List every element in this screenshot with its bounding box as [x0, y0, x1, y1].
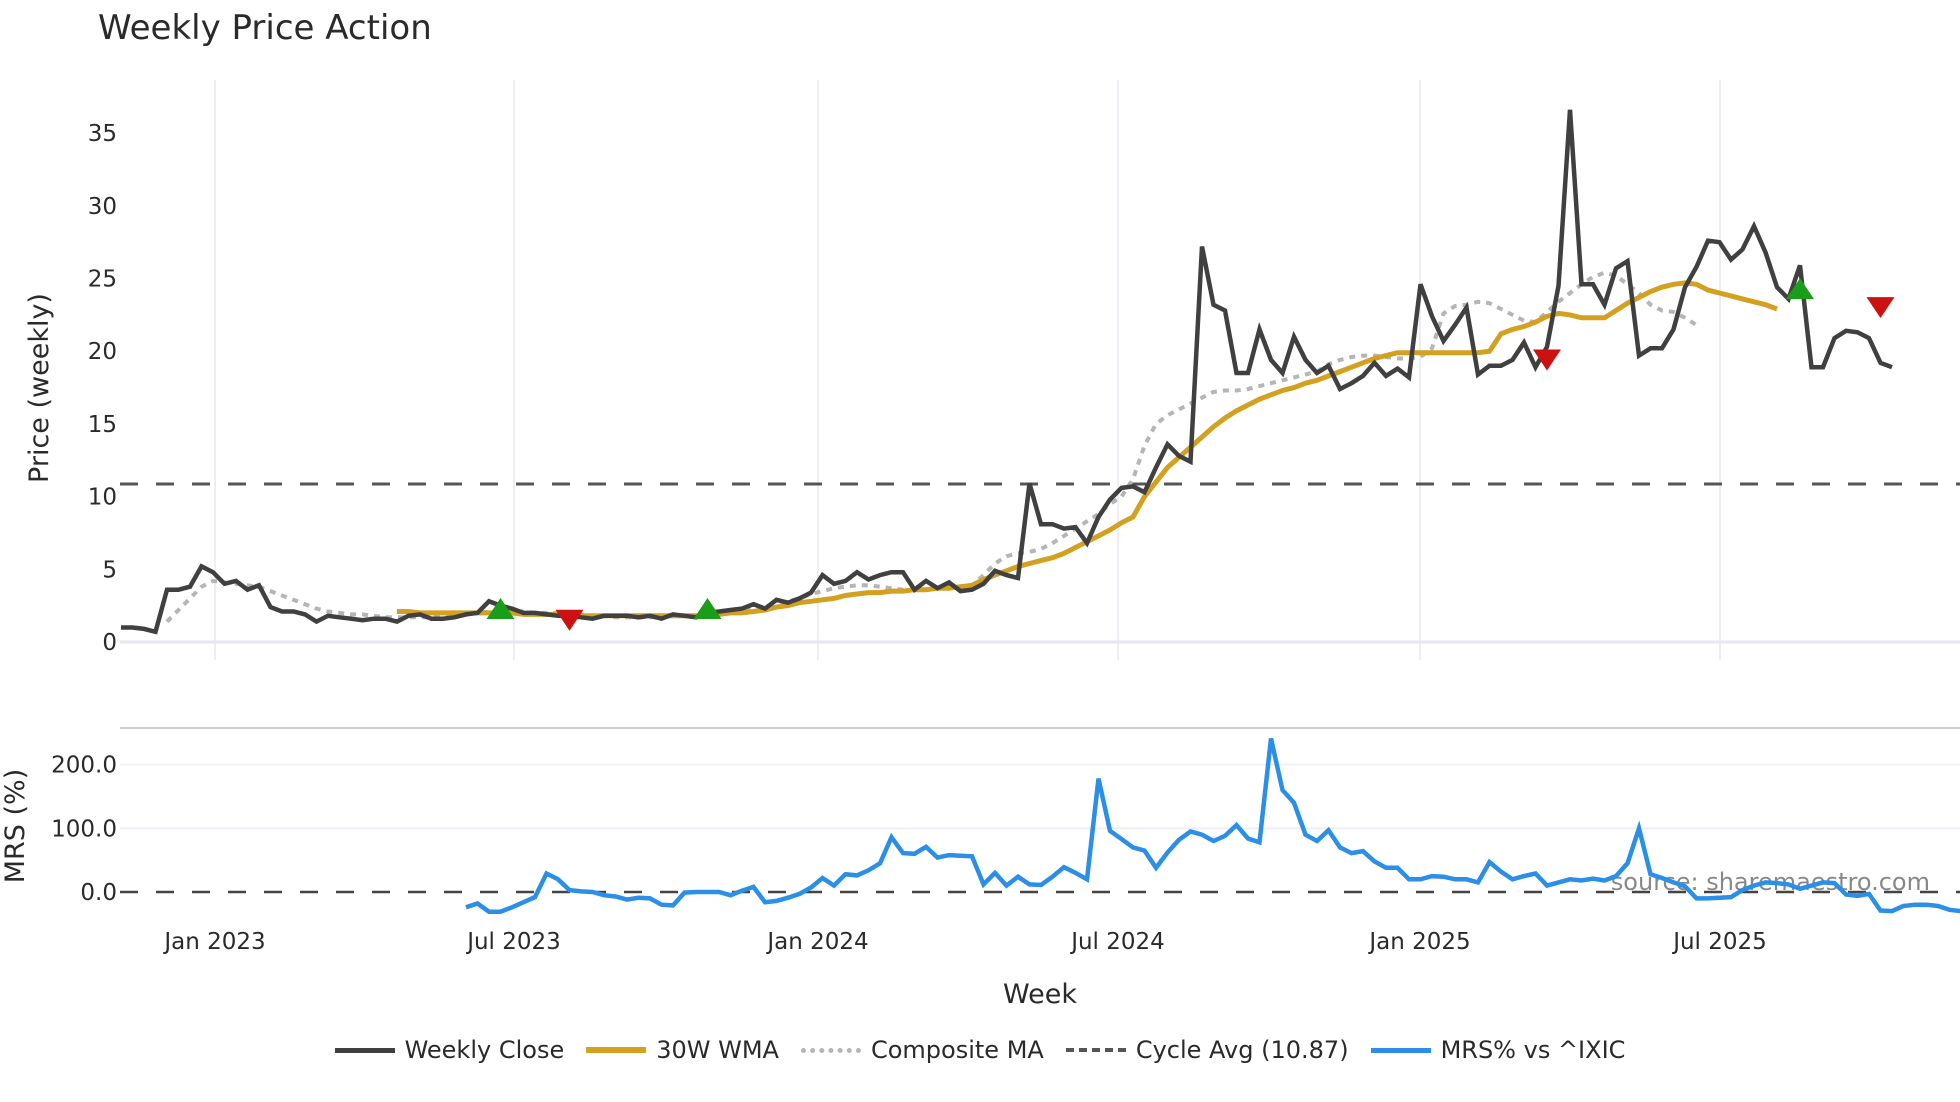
sell-signal-triangle-icon	[555, 609, 584, 631]
x-tick-label: Jan 2023	[162, 929, 265, 955]
sell-signal-triangle-icon	[1866, 297, 1895, 319]
price-y-axis-label: Price (weekly)	[24, 293, 55, 483]
x-axis-ticks: Jan 2023 Jul 2023 Jan 2024 Jul 2024 Jan 2025…	[162, 929, 1766, 955]
legend-item-weekly-close[interactable]: Weekly Close	[334, 1036, 565, 1064]
legend-swatch-mrs	[1370, 1047, 1431, 1053]
legend-item-composite-ma[interactable]: Composite MA	[800, 1036, 1044, 1064]
y-tick-label: 10	[88, 485, 117, 511]
mrs-y-axis-label: MRS (%)	[0, 769, 31, 884]
legend-item-cycle-avg[interactable]: Cycle Avg (10.87)	[1065, 1036, 1349, 1064]
weekly-close-line	[121, 109, 1893, 635]
y-tick-label: 30	[88, 194, 117, 220]
legend-label: Cycle Avg (10.87)	[1135, 1036, 1349, 1064]
legend-item-mrs[interactable]: MRS% vs ^IXIC	[1370, 1036, 1626, 1064]
y-tick-label: 25	[88, 267, 117, 293]
legend-label: MRS% vs ^IXIC	[1440, 1036, 1626, 1064]
x-tick-label: Jul 2025	[1671, 929, 1767, 955]
mrs-y-tick-label: 100.0	[51, 816, 117, 842]
mrs-line	[465, 738, 1960, 914]
mrs-y-tick-label: 0.0	[80, 880, 117, 906]
legend-swatch-weekly-close	[334, 1047, 395, 1053]
buy-signal-triangle-icon	[693, 598, 722, 620]
x-tick-label: Jul 2024	[1069, 929, 1165, 955]
legend-label: 30W WMA	[656, 1036, 779, 1064]
price-y-ticks: 0 5 10 15 20 25 30 35	[88, 121, 117, 656]
sell-signal-triangle-icon	[1533, 349, 1561, 371]
mrs-gridlines: 0.0 100.0 200.0	[51, 753, 1960, 906]
buy-signal-triangle-icon	[486, 598, 515, 620]
legend-item-30w-wma[interactable]: 30W WMA	[586, 1036, 779, 1064]
x-tick-label: Jan 2025	[1367, 929, 1470, 955]
signal-markers	[486, 278, 1895, 631]
y-tick-label: 0	[102, 630, 117, 656]
legend-label: Weekly Close	[404, 1036, 565, 1064]
wma-30w-line	[397, 280, 1778, 619]
chart-title: Weekly Price Action	[98, 8, 432, 48]
composite-ma-line	[165, 270, 1698, 624]
x-tick-label: Jan 2024	[765, 929, 868, 955]
y-tick-label: 35	[88, 121, 117, 147]
chart-legend: Weekly Close 30W WMA Composite MA Cycle …	[0, 1036, 1960, 1064]
legend-swatch-cycle-avg	[1065, 1048, 1126, 1052]
price-gridlines	[214, 80, 1721, 660]
y-tick-label: 5	[102, 557, 117, 583]
buy-signal-triangle-icon	[1786, 278, 1814, 300]
x-axis-label: Week	[1003, 979, 1077, 1010]
legend-swatch-composite-ma	[800, 1047, 861, 1053]
y-tick-label: 20	[88, 339, 117, 365]
legend-label: Composite MA	[870, 1036, 1044, 1064]
x-tick-label: Jul 2023	[465, 929, 561, 955]
legend-swatch-30w-wma	[586, 1047, 647, 1053]
mrs-y-tick-label: 200.0	[51, 753, 117, 779]
y-tick-label: 15	[88, 412, 117, 438]
